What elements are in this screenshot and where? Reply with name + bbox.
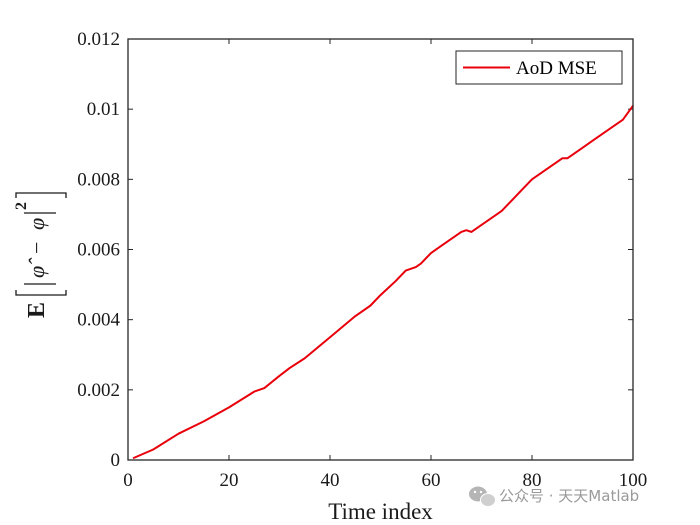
x-axis-label: Time index (328, 499, 433, 524)
watermark-text: 公众号 · 天天Matlab (499, 487, 639, 505)
y-tick-label: 0 (111, 450, 121, 471)
y-tick-label: 0.008 (77, 169, 120, 190)
y-label-left-bracket (15, 290, 67, 296)
x-tick-label: 40 (321, 470, 340, 491)
y-label-phi-hat: φ̂ (24, 257, 49, 278)
y-label-exponent: 2 (13, 202, 30, 210)
watermark: 公众号 · 天天Matlab (469, 486, 639, 507)
series-line-aod-mse (132, 105, 634, 460)
y-label-expectation: E (24, 302, 50, 318)
y-axis-label: E φ̂ − φ 2 (13, 192, 67, 318)
y-tick-labels: 0 0.002 0.004 0.006 0.008 0.01 0.012 (77, 29, 120, 471)
x-tick-label: 0 (123, 470, 133, 491)
series-layer (132, 105, 634, 460)
x-tick-label: 100 (619, 470, 648, 491)
y-label-minus: − (24, 242, 49, 254)
legend-label: AoD MSE (516, 58, 597, 79)
x-tick-labels: 0 20 40 60 80 100 (123, 470, 647, 491)
y-tick-label: 0.002 (77, 380, 120, 401)
y-tick-label: 0.004 (77, 310, 120, 331)
y-tick-label: 0.006 (77, 240, 120, 261)
x-tick-label: 80 (523, 470, 542, 491)
ticks-layer (127, 38, 634, 461)
x-tick-label: 60 (422, 470, 441, 491)
y-label-phi: φ (24, 218, 49, 230)
wechat-icon (469, 486, 496, 507)
y-tick-label: 0.01 (87, 99, 120, 120)
legend: AoD MSE (455, 50, 623, 85)
y-label-right-bracket (15, 192, 67, 198)
y-tick-label: 0.012 (77, 29, 120, 50)
x-tick-label: 20 (220, 470, 239, 491)
plot-frame (127, 38, 634, 461)
legend-box (455, 50, 623, 85)
